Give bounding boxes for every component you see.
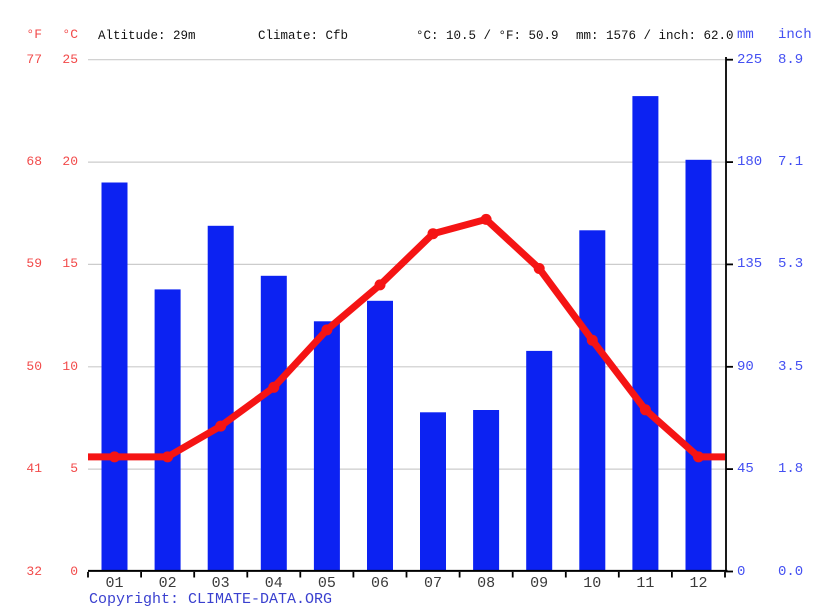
precip-bar-05 (313, 321, 340, 572)
x-label-05: 05 (317, 574, 336, 592)
temp-marker-08 (480, 213, 492, 225)
y-label-inch-4: 1.8 (778, 461, 804, 478)
x-label-03: 03 (211, 574, 230, 592)
precip-bar-03 (207, 225, 234, 572)
y-label-inch-0: 8.9 (778, 51, 804, 68)
temp-marker-07 (427, 228, 439, 240)
precip-bar-12 (685, 159, 712, 572)
y-label-mm-2: 135 (737, 256, 763, 273)
x-label-09: 09 (530, 574, 549, 592)
y-label-c-1: 20 (62, 154, 78, 170)
precip-bar-02 (154, 289, 181, 572)
x-label-06: 06 (370, 574, 389, 592)
x-label-02: 02 (158, 574, 177, 592)
y-label-mm-4: 45 (737, 461, 754, 478)
precip-bar-11 (632, 96, 659, 572)
temp-marker-11 (639, 404, 651, 416)
y-label-f-2: 59 (26, 256, 42, 272)
y-label-mm-1: 180 (737, 154, 763, 171)
precip-bar-01 (101, 182, 128, 572)
y-label-mm-5: 0 (737, 563, 746, 580)
x-label-04: 04 (264, 574, 283, 592)
x-label-11: 11 (636, 574, 655, 592)
x-label-01: 01 (105, 574, 124, 592)
x-label-12: 12 (689, 574, 708, 592)
precip-bar-08 (473, 410, 500, 572)
precip-bar-10 (579, 230, 606, 572)
y-label-mm-0: 225 (737, 51, 763, 68)
x-label-07: 07 (423, 574, 442, 592)
y-label-mm-3: 90 (737, 358, 754, 375)
y-label-f-4: 41 (26, 461, 42, 477)
copyright-link[interactable]: Copyright: CLIMATE-DATA.ORG (89, 591, 333, 608)
fahrenheit-unit-label: °F (26, 27, 42, 42)
y-label-c-0: 25 (62, 51, 78, 67)
altitude-label: Altitude: 29m (98, 29, 196, 43)
temperature-line (88, 215, 725, 461)
temperature-summary-label: °C: 10.5 / °F: 50.9 (416, 29, 559, 43)
y-label-inch-3: 3.5 (778, 358, 804, 375)
y-label-inch-1: 7.1 (778, 154, 804, 171)
x-label-10: 10 (583, 574, 602, 592)
y-label-c-5: 0 (70, 563, 78, 579)
y-label-c-3: 10 (62, 358, 78, 374)
temp-marker-02 (162, 451, 174, 463)
precip-bar-04 (260, 275, 287, 572)
celsius-unit-label: °C (62, 27, 78, 42)
mm-unit-label: mm (737, 27, 754, 43)
precip-bar-09 (526, 350, 553, 572)
temp-marker-10 (586, 334, 598, 346)
y-label-c-4: 5 (70, 461, 78, 477)
temp-marker-01 (109, 451, 120, 463)
precip-bar-07 (420, 412, 446, 572)
precip-bar-06 (367, 300, 393, 572)
x-label-08: 08 (477, 574, 496, 592)
inch-unit-label: inch (778, 27, 812, 43)
y-label-inch-5: 0.0 (778, 563, 804, 580)
temp-marker-12 (693, 451, 704, 463)
y-label-f-3: 50 (26, 358, 42, 374)
climate-classification-label: Climate: Cfb (258, 29, 349, 43)
y-label-f-5: 32 (26, 563, 42, 579)
temp-marker-09 (533, 263, 545, 274)
y-label-f-0: 77 (26, 51, 42, 67)
temp-marker-05 (321, 324, 333, 336)
temp-marker-04 (268, 381, 280, 393)
y-label-inch-2: 5.3 (778, 256, 804, 273)
precipitation-summary-label: mm: 1576 / inch: 62.0 (576, 29, 734, 43)
y-label-c-2: 15 (62, 256, 78, 272)
temp-marker-06 (374, 279, 386, 291)
y-label-f-1: 68 (26, 154, 42, 170)
temp-marker-03 (215, 420, 227, 432)
